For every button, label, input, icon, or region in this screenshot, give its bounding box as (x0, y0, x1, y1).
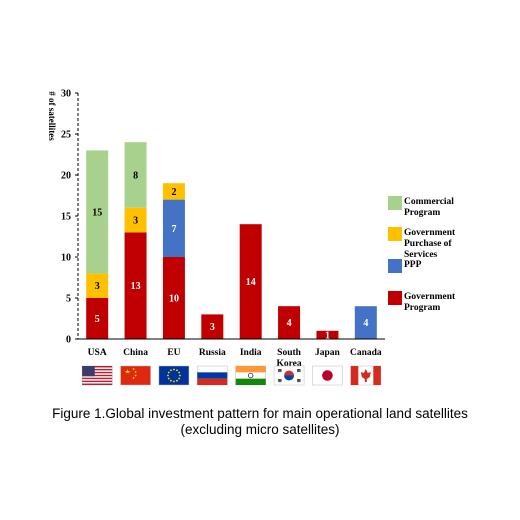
bar-segment (239, 224, 262, 339)
x-tick-label: EU (167, 348, 180, 358)
bar-segment (124, 232, 147, 339)
x-tick-label: South (277, 348, 301, 358)
y-tick-label: 10 (61, 253, 71, 264)
eu-flag (158, 365, 190, 386)
legend-label: Services (404, 250, 438, 260)
bar-segment (201, 314, 224, 339)
flag-row (81, 365, 382, 386)
bar-segment (86, 273, 109, 298)
bar-segment (162, 199, 185, 257)
data-label: 4 (287, 318, 292, 329)
y-axis-label: # of satellites (47, 91, 57, 141)
y-tick-label: 20 (61, 171, 71, 182)
data-label: 13 (131, 281, 141, 292)
legend-swatch (388, 196, 402, 210)
legend-label: PPP (404, 260, 422, 270)
legend-swatch (388, 259, 402, 273)
legend-label: Program (404, 303, 440, 313)
legend-swatch (388, 291, 402, 305)
india-flag (235, 365, 266, 386)
legend-label: Government (404, 228, 456, 238)
legend-label: Purchase of (404, 239, 452, 249)
x-tick-label: Russia (199, 348, 226, 358)
legend-label: Government (404, 292, 456, 302)
x-tick-label: India (240, 348, 262, 358)
x-tick-label: USA (88, 348, 107, 358)
bar-segment (354, 306, 377, 339)
y-axis-label-group: # of satellites (47, 91, 57, 141)
figure-caption-line1: Figure 1.Global investment pattern for m… (52, 406, 468, 421)
south-korea-flag (273, 365, 305, 386)
data-label: 8 (133, 171, 138, 182)
bar-segment (86, 150, 109, 274)
data-label: 10 (169, 294, 179, 305)
russia-flag (197, 365, 228, 386)
china-flag (120, 365, 151, 386)
y-tick-label: 0 (66, 335, 71, 346)
y-tick-label: 15 (61, 212, 71, 223)
legend-label: Commercial (404, 197, 454, 207)
bar-segment (124, 142, 147, 208)
canada-flag (350, 365, 382, 386)
data-label: 2 (171, 187, 176, 198)
data-label: 4 (363, 318, 368, 329)
bar-segment (124, 207, 147, 233)
bar-segment (162, 257, 185, 339)
legend-label: Program (404, 208, 440, 218)
data-label: 14 (246, 277, 256, 288)
x-tick-label: Japan (315, 348, 341, 358)
x-tick-label: China (123, 348, 148, 358)
data-label: 3 (133, 216, 138, 227)
y-tick-label: 25 (61, 130, 71, 141)
y-axis: 0 5 10 15 20 25 30 (61, 89, 79, 346)
bar-segment (316, 330, 339, 339)
japan-flag (312, 365, 343, 386)
legend-swatch (388, 227, 402, 241)
data-label: 5 (95, 314, 100, 325)
figure-caption-line2: (excluding micro satellites) (180, 422, 340, 437)
data-label: 3 (95, 281, 100, 292)
x-tick-label: Korea (276, 359, 301, 369)
y-tick-label: 5 (66, 294, 71, 305)
bar-segment (162, 183, 185, 200)
x-tick-label: Canada (350, 348, 382, 358)
data-label: 7 (171, 224, 176, 235)
data-label: 15 (92, 207, 102, 218)
data-label: 1 (325, 330, 330, 341)
us-flag (81, 365, 113, 386)
bar-segment (278, 306, 301, 339)
y-tick-label: 30 (61, 89, 71, 100)
bar-segment (86, 298, 109, 339)
data-label: 3 (210, 322, 215, 333)
